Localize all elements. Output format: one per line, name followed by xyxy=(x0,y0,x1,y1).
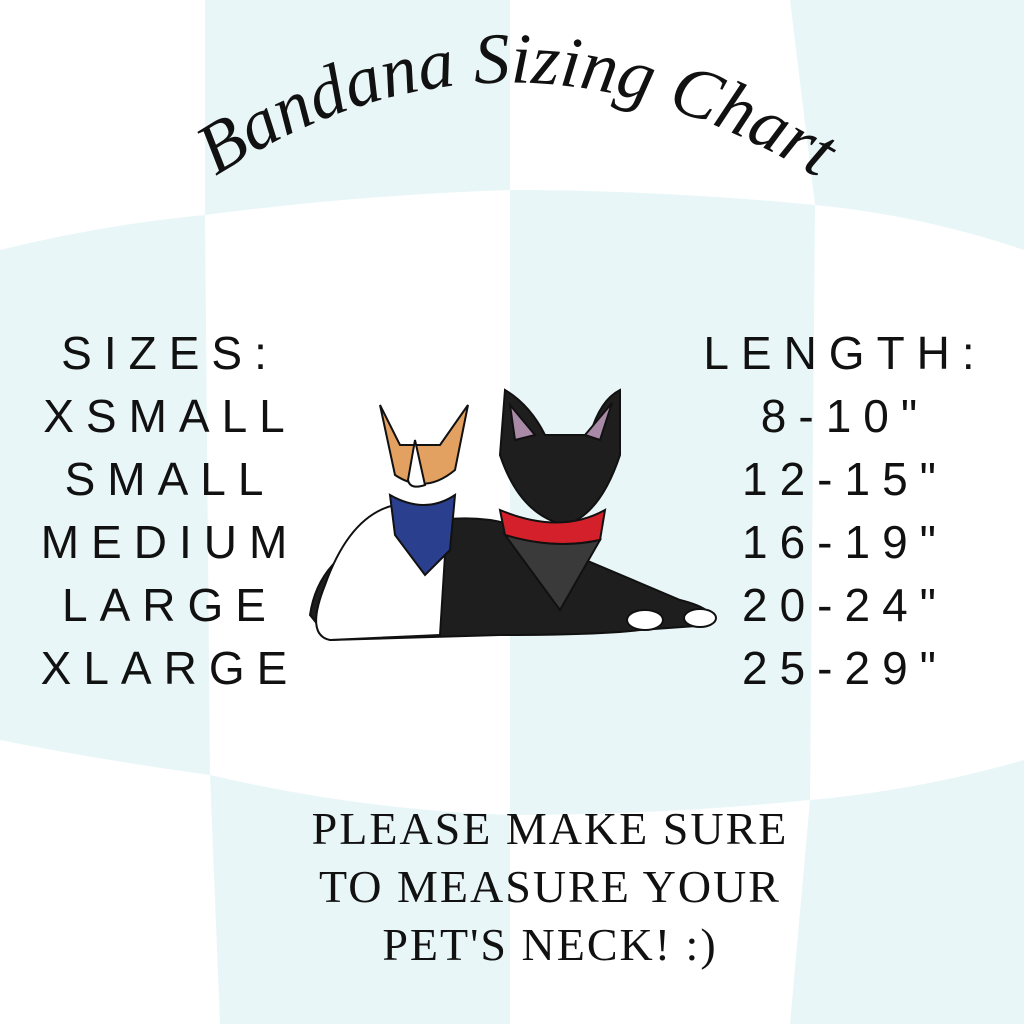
lengths-column: LENGTH: 8-10" 12-15" 16-19" 20-24" 25-29… xyxy=(680,322,1010,700)
length-item: 20-24" xyxy=(742,579,948,631)
page-title: Bandana Sizing Chart xyxy=(182,18,852,193)
length-item: 25-29" xyxy=(742,642,948,694)
length-item: 8-10" xyxy=(760,390,930,442)
note-line: PET'S NECK! :) xyxy=(382,919,718,970)
lengths-header: LENGTH: xyxy=(703,327,987,379)
sizes-column: SIZES: XSMALL SMALL MEDIUM LARGE XLARGE xyxy=(20,322,320,700)
dogs-illustration xyxy=(308,388,717,642)
title-arc: Bandana Sizing Chart xyxy=(182,18,852,193)
note-line: TO MEASURE YOUR xyxy=(319,861,781,912)
size-item: LARGE xyxy=(62,579,278,631)
size-item: XLARGE xyxy=(40,642,300,694)
size-item: MEDIUM xyxy=(40,516,300,568)
note-line: PLEASE MAKE SURE xyxy=(311,803,789,854)
size-item: XSMALL xyxy=(43,390,297,442)
length-item: 16-19" xyxy=(742,516,948,568)
measure-note: PLEASE MAKE SURE TO MEASURE YOUR PET'S N… xyxy=(200,800,900,974)
size-item: SMALL xyxy=(64,453,276,505)
sizes-header: SIZES: xyxy=(61,327,279,379)
corgi-dog-illustration xyxy=(315,404,469,642)
length-item: 12-15" xyxy=(742,453,948,505)
